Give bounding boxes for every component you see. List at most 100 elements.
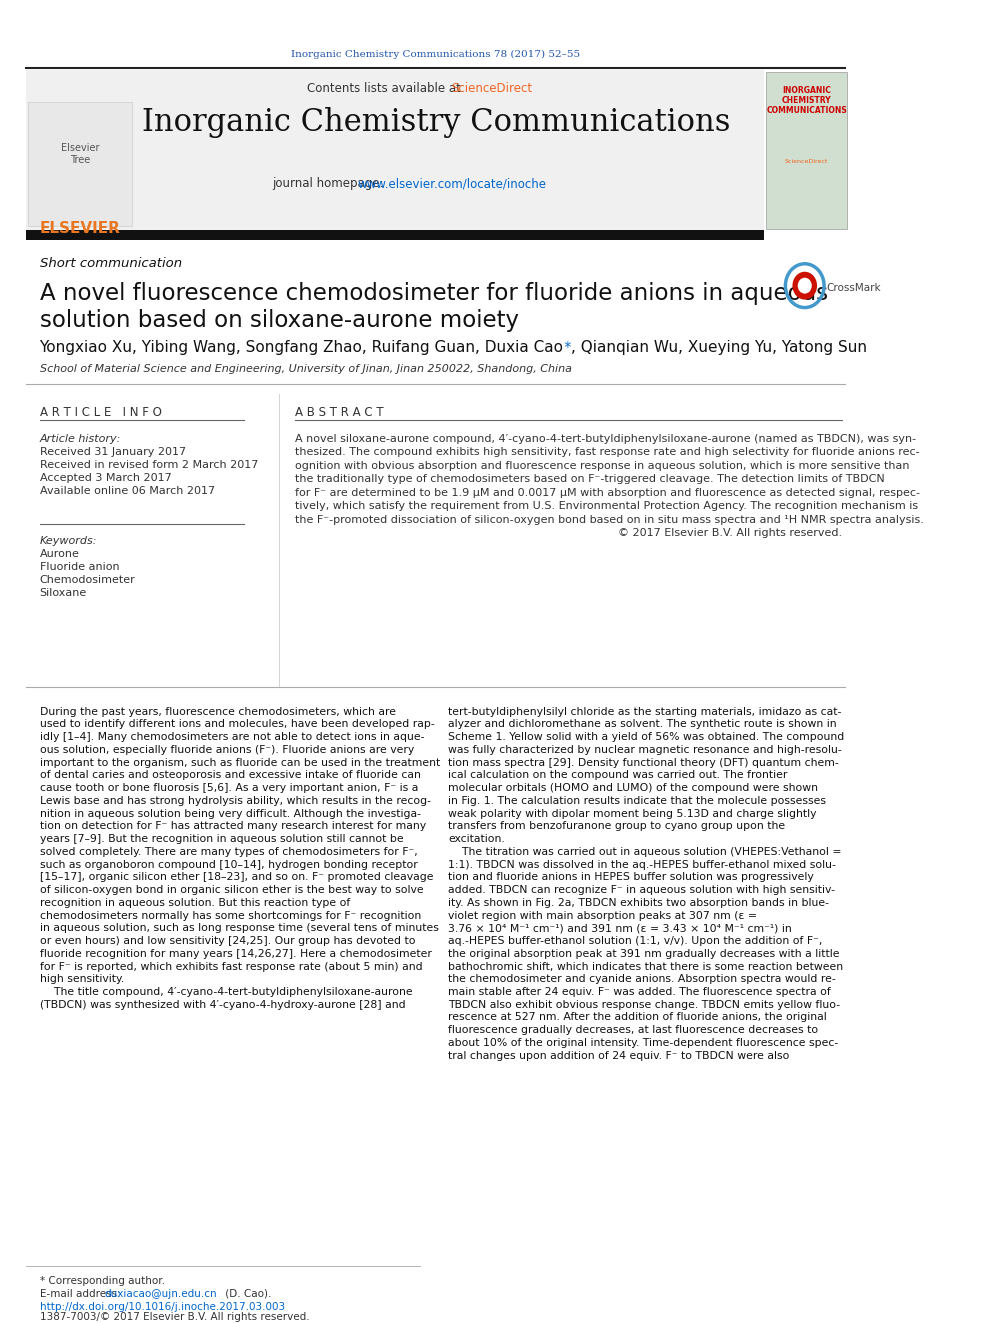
Text: Chemodosimeter: Chemodosimeter bbox=[40, 576, 135, 585]
Text: solution based on siloxane-aurone moiety: solution based on siloxane-aurone moiety bbox=[40, 308, 519, 332]
Bar bbox=[28, 102, 132, 226]
Text: TBDCN also exhibit obvious response change. TBDCN emits yellow fluo-: TBDCN also exhibit obvious response chan… bbox=[448, 1000, 840, 1009]
Text: tion and fluoride anions in HEPES buffer solution was progressively: tion and fluoride anions in HEPES buffer… bbox=[448, 872, 813, 882]
Text: of dental caries and osteoporosis and excessive intake of fluoride can: of dental caries and osteoporosis and ex… bbox=[40, 770, 421, 781]
Text: Short communication: Short communication bbox=[40, 257, 182, 270]
Text: high sensitivity.: high sensitivity. bbox=[40, 974, 124, 984]
Text: ognition with obvious absorption and fluorescence response in aqueous solution, : ognition with obvious absorption and flu… bbox=[296, 460, 910, 471]
Text: Yongxiao Xu, Yibing Wang, Songfang Zhao, Ruifang Guan, Duxia Cao: Yongxiao Xu, Yibing Wang, Songfang Zhao,… bbox=[40, 340, 563, 356]
Text: The title compound, 4′-cyano-4-tert-butyldiphenylsiloxane-aurone: The title compound, 4′-cyano-4-tert-buty… bbox=[40, 987, 412, 998]
Text: ELSEVIER: ELSEVIER bbox=[40, 221, 120, 235]
Text: * Corresponding author.: * Corresponding author. bbox=[40, 1277, 165, 1286]
Text: Received in revised form 2 March 2017: Received in revised form 2 March 2017 bbox=[40, 460, 258, 470]
Bar bbox=[27, 230, 765, 239]
Text: recognition in aqueous solution. But this reaction type of: recognition in aqueous solution. But thi… bbox=[40, 898, 350, 908]
Text: cause tooth or bone fluorosis [5,6]. As a very important anion, F⁻ is a: cause tooth or bone fluorosis [5,6]. As … bbox=[40, 783, 418, 794]
Text: Keywords:: Keywords: bbox=[40, 537, 97, 546]
Text: 1:1). TBDCN was dissolved in the aq.-HEPES buffer-ethanol mixed solu-: 1:1). TBDCN was dissolved in the aq.-HEP… bbox=[448, 860, 836, 869]
Text: used to identify different ions and molecules, have been developed rap-: used to identify different ions and mole… bbox=[40, 720, 434, 729]
Text: tert-butyldiphenylsilyl chloride as the starting materials, imidazo as cat-: tert-butyldiphenylsilyl chloride as the … bbox=[448, 706, 841, 717]
Text: Fluoride anion: Fluoride anion bbox=[40, 562, 119, 573]
Text: bathochromic shift, which indicates that there is some reaction between: bathochromic shift, which indicates that… bbox=[448, 962, 843, 971]
Text: such as organoboron compound [10–14], hydrogen bonding receptor: such as organoboron compound [10–14], hy… bbox=[40, 860, 418, 869]
Text: Inorganic Chemistry Communications: Inorganic Chemistry Communications bbox=[142, 107, 730, 139]
Bar bbox=[766, 71, 847, 229]
Text: A novel siloxane-aurone compound, 4′-cyano-4-tert-butyldiphenylsiloxane-aurone (: A novel siloxane-aurone compound, 4′-cya… bbox=[296, 434, 917, 445]
Text: 1387-7003/© 2017 Elsevier B.V. All rights reserved.: 1387-7003/© 2017 Elsevier B.V. All right… bbox=[40, 1312, 310, 1322]
Text: tion on detection for F⁻ has attracted many research interest for many: tion on detection for F⁻ has attracted m… bbox=[40, 822, 426, 831]
Text: idly [1–4]. Many chemodosimeters are not able to detect ions in aque-: idly [1–4]. Many chemodosimeters are not… bbox=[40, 732, 424, 742]
Text: (TBDCN) was synthesized with 4′-cyano-4-hydroxy-aurone [28] and: (TBDCN) was synthesized with 4′-cyano-4-… bbox=[40, 1000, 405, 1009]
Text: main stable after 24 equiv. F⁻ was added. The fluorescence spectra of: main stable after 24 equiv. F⁻ was added… bbox=[448, 987, 831, 998]
Text: ous solution, especially fluoride anions (F⁻). Fluoride anions are very: ous solution, especially fluoride anions… bbox=[40, 745, 414, 755]
Text: Available online 06 March 2017: Available online 06 March 2017 bbox=[40, 486, 214, 496]
Text: © 2017 Elsevier B.V. All rights reserved.: © 2017 Elsevier B.V. All rights reserved… bbox=[618, 528, 841, 538]
Bar bbox=[27, 70, 765, 232]
Text: journal homepage:: journal homepage: bbox=[273, 177, 388, 191]
Text: fluoride recognition for many years [14,26,27]. Here a chemodosimeter: fluoride recognition for many years [14,… bbox=[40, 949, 432, 959]
Text: ity. As shown in Fig. 2a, TBDCN exhibits two absorption bands in blue-: ity. As shown in Fig. 2a, TBDCN exhibits… bbox=[448, 898, 829, 908]
Text: [15–17], organic silicon ether [18–23], and so on. F⁻ promoted cleavage: [15–17], organic silicon ether [18–23], … bbox=[40, 872, 434, 882]
Text: A B S T R A C T: A B S T R A C T bbox=[296, 406, 384, 419]
Text: violet region with main absorption peaks at 307 nm (ε =: violet region with main absorption peaks… bbox=[448, 910, 757, 921]
Text: was fully characterized by nuclear magnetic resonance and high-resolu-: was fully characterized by nuclear magne… bbox=[448, 745, 842, 755]
Text: Inorganic Chemistry Communications 78 (2017) 52–55: Inorganic Chemistry Communications 78 (2… bbox=[292, 50, 580, 60]
Circle shape bbox=[793, 271, 817, 299]
Text: *: * bbox=[559, 340, 571, 355]
Text: of silicon-oxygen bond in organic silicon ether is the best way to solve: of silicon-oxygen bond in organic silico… bbox=[40, 885, 424, 896]
Text: weak polarity with dipolar moment being 5.13D and charge slightly: weak polarity with dipolar moment being … bbox=[448, 808, 816, 819]
Text: duxiacao@ujn.edu.cn: duxiacao@ujn.edu.cn bbox=[104, 1289, 217, 1299]
Text: During the past years, fluorescence chemodosimeters, which are: During the past years, fluorescence chem… bbox=[40, 706, 396, 717]
Text: solved completely. There are many types of chemodosimeters for F⁻,: solved completely. There are many types … bbox=[40, 847, 418, 857]
Text: Aurone: Aurone bbox=[40, 549, 79, 560]
Text: (D. Cao).: (D. Cao). bbox=[222, 1289, 272, 1299]
Circle shape bbox=[798, 278, 811, 294]
Text: for F⁻ is reported, which exhibits fast response rate (about 5 min) and: for F⁻ is reported, which exhibits fast … bbox=[40, 962, 423, 971]
Text: ScienceDirect: ScienceDirect bbox=[785, 159, 828, 164]
Text: transfers from benzofuranone group to cyano group upon the: transfers from benzofuranone group to cy… bbox=[448, 822, 786, 831]
Text: years [7–9]. But the recognition in aqueous solution still cannot be: years [7–9]. But the recognition in aque… bbox=[40, 833, 403, 844]
Text: Article history:: Article history: bbox=[40, 434, 121, 445]
Text: the original absorption peak at 391 nm gradually decreases with a little: the original absorption peak at 391 nm g… bbox=[448, 949, 839, 959]
Text: www.elsevier.com/locate/inoche: www.elsevier.com/locate/inoche bbox=[357, 177, 547, 191]
Text: tively, which satisfy the requirement from U.S. Environmental Protection Agency.: tively, which satisfy the requirement fr… bbox=[296, 501, 919, 511]
Text: CrossMark: CrossMark bbox=[826, 283, 881, 292]
Text: E-mail address:: E-mail address: bbox=[40, 1289, 124, 1299]
Text: Lewis base and has strong hydrolysis ability, which results in the recog-: Lewis base and has strong hydrolysis abi… bbox=[40, 796, 431, 806]
Text: fluorescence gradually decreases, at last fluorescence decreases to: fluorescence gradually decreases, at las… bbox=[448, 1025, 818, 1035]
Text: in aqueous solution, such as long response time (several tens of minutes: in aqueous solution, such as long respon… bbox=[40, 923, 438, 933]
Text: thesized. The compound exhibits high sensitivity, fast response rate and high se: thesized. The compound exhibits high sen… bbox=[296, 447, 920, 458]
Text: the traditionally type of chemodosimeters based on F⁻-triggered cleavage. The de: the traditionally type of chemodosimeter… bbox=[296, 474, 885, 484]
Text: Elsevier
Tree: Elsevier Tree bbox=[61, 143, 99, 165]
Text: tral changes upon addition of 24 equiv. F⁻ to TBDCN were also: tral changes upon addition of 24 equiv. … bbox=[448, 1050, 790, 1061]
Text: important to the organism, such as fluoride can be used in the treatment: important to the organism, such as fluor… bbox=[40, 758, 439, 767]
Text: ical calculation on the compound was carried out. The frontier: ical calculation on the compound was car… bbox=[448, 770, 788, 781]
Text: A R T I C L E   I N F O: A R T I C L E I N F O bbox=[40, 406, 162, 419]
Text: School of Material Science and Engineering, University of Jinan, Jinan 250022, S: School of Material Science and Engineeri… bbox=[40, 364, 571, 374]
Text: Accepted 3 March 2017: Accepted 3 March 2017 bbox=[40, 472, 172, 483]
Text: the F⁻-promoted dissociation of silicon-oxygen bond based on in situ mass spectr: the F⁻-promoted dissociation of silicon-… bbox=[296, 515, 925, 525]
Text: A novel fluorescence chemodosimeter for fluoride anions in aqueous: A novel fluorescence chemodosimeter for … bbox=[40, 282, 827, 304]
Text: tion mass spectra [29]. Density functional theory (DFT) quantum chem-: tion mass spectra [29]. Density function… bbox=[448, 758, 839, 767]
Text: alyzer and dichloromethane as solvent. The synthetic route is shown in: alyzer and dichloromethane as solvent. T… bbox=[448, 720, 836, 729]
Text: chemodosimeters normally has some shortcomings for F⁻ recognition: chemodosimeters normally has some shortc… bbox=[40, 910, 421, 921]
Text: Received 31 January 2017: Received 31 January 2017 bbox=[40, 447, 186, 456]
Text: added. TBDCN can recognize F⁻ in aqueous solution with high sensitiv-: added. TBDCN can recognize F⁻ in aqueous… bbox=[448, 885, 835, 896]
Text: 3.76 × 10⁴ M⁻¹ cm⁻¹) and 391 nm (ε = 3.43 × 10⁴ M⁻¹ cm⁻¹) in: 3.76 × 10⁴ M⁻¹ cm⁻¹) and 391 nm (ε = 3.4… bbox=[448, 923, 792, 933]
Text: Contents lists available at: Contents lists available at bbox=[308, 82, 465, 95]
Text: about 10% of the original intensity. Time-dependent fluorescence spec-: about 10% of the original intensity. Tim… bbox=[448, 1039, 838, 1048]
Text: nition in aqueous solution being very difficult. Although the investiga-: nition in aqueous solution being very di… bbox=[40, 808, 421, 819]
Text: rescence at 527 nm. After the addition of fluoride anions, the original: rescence at 527 nm. After the addition o… bbox=[448, 1012, 826, 1023]
Text: excitation.: excitation. bbox=[448, 833, 505, 844]
Text: molecular orbitals (HOMO and LUMO) of the compound were shown: molecular orbitals (HOMO and LUMO) of th… bbox=[448, 783, 818, 794]
Text: ScienceDirect: ScienceDirect bbox=[451, 82, 533, 95]
Text: aq.-HEPES buffer-ethanol solution (1:1, v/v). Upon the addition of F⁻,: aq.-HEPES buffer-ethanol solution (1:1, … bbox=[448, 937, 822, 946]
Text: Scheme 1. Yellow solid with a yield of 56% was obtained. The compound: Scheme 1. Yellow solid with a yield of 5… bbox=[448, 732, 844, 742]
Text: for F⁻ are determined to be 1.9 μM and 0.0017 μM with absorption and fluorescenc: for F⁻ are determined to be 1.9 μM and 0… bbox=[296, 488, 921, 497]
Text: Siloxane: Siloxane bbox=[40, 589, 86, 598]
Text: http://dx.doi.org/10.1016/j.inoche.2017.03.003: http://dx.doi.org/10.1016/j.inoche.2017.… bbox=[40, 1302, 285, 1312]
Text: , Qianqian Wu, Xueying Yu, Yatong Sun: , Qianqian Wu, Xueying Yu, Yatong Sun bbox=[571, 340, 867, 356]
Text: in Fig. 1. The calculation results indicate that the molecule possesses: in Fig. 1. The calculation results indic… bbox=[448, 796, 826, 806]
Text: The titration was carried out in aqueous solution (VHEPES:Vethanol =: The titration was carried out in aqueous… bbox=[448, 847, 841, 857]
Text: the chemodosimeter and cyanide anions. Absorption spectra would re-: the chemodosimeter and cyanide anions. A… bbox=[448, 974, 836, 984]
